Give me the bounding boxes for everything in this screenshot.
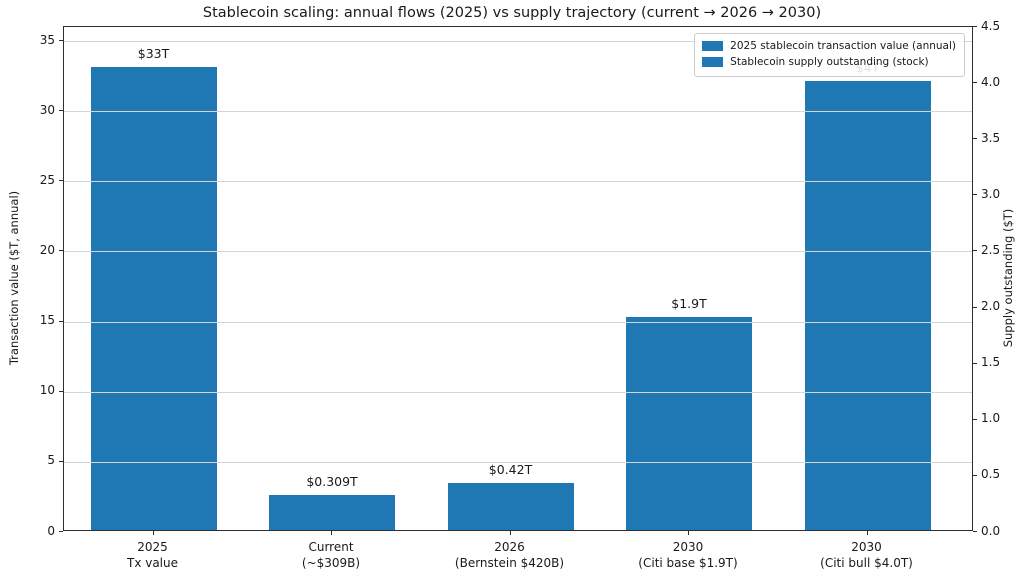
left-y-tick-label: 30 bbox=[39, 102, 55, 117]
right-y-tick-label: 2.0 bbox=[981, 299, 1001, 314]
left-y-tick-label: 20 bbox=[39, 242, 55, 257]
bar-value-label: $0.42T bbox=[488, 461, 533, 477]
right-y-tick bbox=[973, 250, 977, 252]
right-y-tick bbox=[973, 138, 977, 140]
x-tick-label: 2030 (Citi bull $4.0T) bbox=[820, 540, 913, 571]
x-tick bbox=[866, 531, 868, 535]
right-y-tick bbox=[973, 82, 977, 84]
left-y-tick bbox=[59, 180, 63, 182]
left-y-tick bbox=[59, 320, 63, 322]
bar-value-label: $0.309T bbox=[306, 474, 358, 490]
x-tick bbox=[331, 531, 332, 535]
right-y-tick bbox=[973, 26, 977, 27]
gridline bbox=[64, 181, 972, 183]
x-tick-label: 2030 (Citi base $1.9T) bbox=[638, 540, 738, 571]
left-axis-label: Transaction value ($T, annual) bbox=[7, 190, 21, 366]
legend-swatch-icon bbox=[702, 41, 724, 52]
chart-title: Stablecoin scaling: annual flows (2025) … bbox=[202, 5, 822, 21]
bar bbox=[90, 67, 217, 530]
bar bbox=[269, 495, 395, 530]
gridline bbox=[64, 461, 972, 463]
x-tick bbox=[509, 531, 511, 535]
right-y-tick bbox=[973, 531, 977, 532]
gridline bbox=[64, 321, 972, 323]
bar-value-label: $33T bbox=[137, 46, 170, 62]
left-y-tick bbox=[59, 40, 63, 41]
right-axis-label: Supply outstanding ($T) bbox=[1001, 208, 1015, 348]
right-y-tick-label: 2.5 bbox=[981, 242, 1001, 257]
gridline bbox=[64, 111, 972, 113]
gridline bbox=[64, 41, 972, 42]
x-tick bbox=[152, 531, 154, 535]
left-y-tick bbox=[59, 460, 63, 462]
right-y-tick-label: 0.5 bbox=[981, 467, 1001, 482]
gridline bbox=[64, 251, 972, 253]
legend-entry: Stablecoin supply outstanding (stock) bbox=[702, 54, 956, 70]
left-y-tick-label: 35 bbox=[39, 32, 55, 47]
left-y-tick-label: 5 bbox=[47, 453, 55, 468]
left-y-tick bbox=[59, 110, 63, 112]
x-tick bbox=[688, 531, 689, 535]
legend: 2025 stablecoin transaction value (annua… bbox=[694, 33, 965, 77]
bar bbox=[447, 482, 574, 530]
legend-label: 2025 stablecoin transaction value (annua… bbox=[730, 40, 956, 52]
left-y-tick-label: 10 bbox=[39, 383, 55, 398]
x-tick-label: Current (~$309B) bbox=[301, 540, 361, 571]
right-y-tick-label: 1.5 bbox=[981, 355, 1001, 370]
right-y-tick bbox=[973, 194, 977, 196]
left-y-tick bbox=[59, 531, 63, 532]
left-y-tick bbox=[59, 250, 63, 252]
legend-entry: 2025 stablecoin transaction value (annua… bbox=[702, 38, 956, 54]
right-y-tick bbox=[973, 362, 977, 364]
left-y-tick-label: 15 bbox=[39, 313, 55, 328]
right-y-tick-label: 1.0 bbox=[981, 411, 1001, 426]
left-y-tick bbox=[59, 390, 63, 392]
right-y-tick-label: 3.5 bbox=[981, 130, 1001, 145]
right-y-tick bbox=[973, 418, 977, 420]
right-y-tick-label: 4.0 bbox=[981, 74, 1001, 89]
right-y-tick bbox=[973, 306, 977, 308]
right-y-tick bbox=[973, 474, 977, 476]
gridline bbox=[64, 391, 972, 393]
right-y-tick-label: 3.0 bbox=[981, 186, 1001, 201]
left-y-tick-label: 0 bbox=[47, 523, 55, 538]
x-tick-label: 2025 Tx value bbox=[126, 540, 179, 571]
right-y-tick-label: 4.5 bbox=[981, 18, 1001, 33]
left-y-tick-label: 25 bbox=[39, 172, 55, 187]
plot-area: 2025 stablecoin transaction value (annua… bbox=[63, 26, 973, 531]
right-y-tick-label: 0.0 bbox=[981, 523, 1001, 538]
x-tick-label: 2026 (Bernstein $420B) bbox=[454, 540, 565, 571]
bar bbox=[626, 316, 752, 530]
legend-swatch-icon bbox=[702, 57, 724, 68]
bar bbox=[804, 81, 931, 530]
legend-label: Stablecoin supply outstanding (stock) bbox=[730, 56, 929, 69]
bar-value-label: $1.9T bbox=[671, 295, 707, 311]
